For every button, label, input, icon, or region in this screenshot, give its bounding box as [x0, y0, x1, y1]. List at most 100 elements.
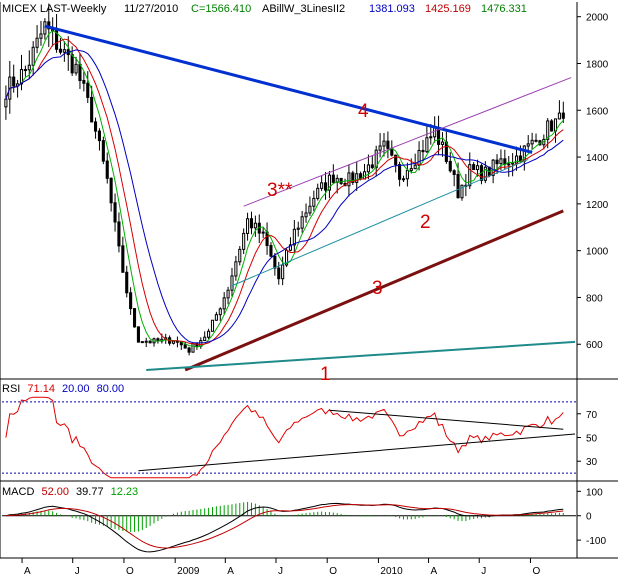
candle-body	[226, 289, 230, 299]
candle-body	[433, 127, 437, 138]
x-axis-label: A	[431, 566, 438, 577]
candle-body	[187, 347, 191, 353]
candle-body	[476, 165, 480, 171]
candle-body	[468, 164, 472, 187]
candle-body	[308, 205, 312, 214]
rsi-axis-label: 30	[586, 457, 598, 468]
candle-body	[499, 158, 503, 165]
candle-body	[113, 202, 117, 223]
candle-body	[55, 30, 59, 50]
candle-body	[456, 173, 460, 199]
price-axis-label: 600	[586, 340, 603, 351]
candle-body	[277, 267, 281, 280]
trendline-4	[44, 24, 533, 154]
candle-body	[394, 154, 398, 166]
candle-body	[230, 275, 234, 291]
candle-body	[444, 141, 448, 162]
candle-body	[495, 159, 499, 165]
macd-axis-label: 0	[586, 512, 592, 523]
candle-body	[273, 255, 277, 269]
candle-body	[43, 21, 47, 35]
candle-body	[183, 344, 187, 349]
macd-axis-label: 100	[586, 487, 603, 498]
candle-body	[514, 155, 519, 164]
macd-signal-value: 39.77	[76, 486, 104, 498]
candle-body	[78, 63, 82, 82]
candle-body	[39, 33, 43, 39]
candle-body	[109, 177, 113, 204]
chart-header-symbol: MICEX LAST-Weekly	[2, 3, 107, 15]
x-axis-label: J	[481, 566, 486, 577]
candle-body	[195, 343, 199, 347]
candle-body	[105, 160, 109, 179]
candle-body	[401, 178, 406, 181]
candle-body	[507, 163, 511, 166]
candle-body	[269, 245, 273, 257]
candle-body	[374, 149, 378, 169]
candle-body	[117, 221, 121, 247]
candle-body	[398, 164, 402, 180]
candle-body	[425, 137, 429, 153]
rsi-label: RSI	[2, 383, 20, 395]
x-axis-label: O	[126, 566, 134, 577]
candle-body	[281, 264, 285, 280]
x-axis-label: O	[329, 566, 337, 577]
candle-body	[550, 120, 554, 132]
x-axis-label: A	[227, 566, 234, 577]
candle-body	[203, 336, 207, 342]
rsi-upper-level: 80.00	[97, 383, 125, 395]
candle-body	[70, 54, 74, 74]
candle-body	[292, 228, 296, 246]
annotation-3: 3	[372, 278, 383, 299]
rsi-trendline-support	[138, 433, 576, 472]
trendline-3ss	[243, 77, 572, 207]
candle-body	[421, 149, 425, 153]
candle-body	[526, 143, 530, 147]
candle-body	[62, 49, 66, 53]
annotation-2: 2	[420, 212, 431, 233]
x-axis-label: J	[75, 566, 80, 577]
candle-body	[261, 231, 265, 234]
macd-label: MACD	[2, 486, 34, 498]
rsi-axis-label: 70	[586, 410, 598, 421]
candle-body	[331, 174, 335, 183]
macd-signal-line	[5, 504, 564, 549]
candle-body	[148, 340, 152, 344]
candle-body	[440, 141, 445, 145]
candle-body	[304, 212, 308, 218]
candle-body	[483, 166, 487, 181]
candle-body	[460, 184, 464, 199]
candle-body	[210, 319, 215, 332]
candle-body	[327, 174, 331, 191]
x-axis-label: O	[532, 566, 540, 577]
candle-body	[312, 197, 316, 207]
candle-body	[300, 216, 304, 229]
trendline-3	[184, 209, 564, 372]
candle-body	[366, 164, 370, 173]
price-axis-label: 1200	[586, 200, 609, 211]
x-axis-label: A	[24, 566, 31, 577]
candle-body	[339, 177, 343, 184]
axes: 600800100012001400160018002000305070-100…	[21, 13, 609, 577]
rsi-panel	[2, 396, 576, 479]
price-axis-label: 1800	[586, 59, 609, 70]
candle-body	[27, 64, 31, 71]
candle-body	[238, 248, 242, 263]
candle-body	[58, 48, 63, 53]
annotation-3-star: 3**	[267, 180, 293, 201]
candle-body	[23, 69, 27, 72]
candle-body	[417, 149, 421, 166]
x-axis-label: 2010	[380, 566, 403, 577]
candle-body	[246, 218, 250, 234]
candle-body	[355, 173, 359, 183]
candle-body	[437, 127, 441, 145]
chart-header-indicator: ABillW_3LinesII2	[262, 3, 345, 15]
candle-body	[129, 292, 133, 310]
candle-body	[386, 140, 390, 149]
candle-body	[101, 140, 105, 162]
candle-body	[86, 82, 90, 98]
candle-body	[97, 130, 101, 142]
x-axis-label: 2009	[177, 566, 200, 577]
macd-header: MACD 52.00 39.77 12.23	[2, 486, 138, 498]
